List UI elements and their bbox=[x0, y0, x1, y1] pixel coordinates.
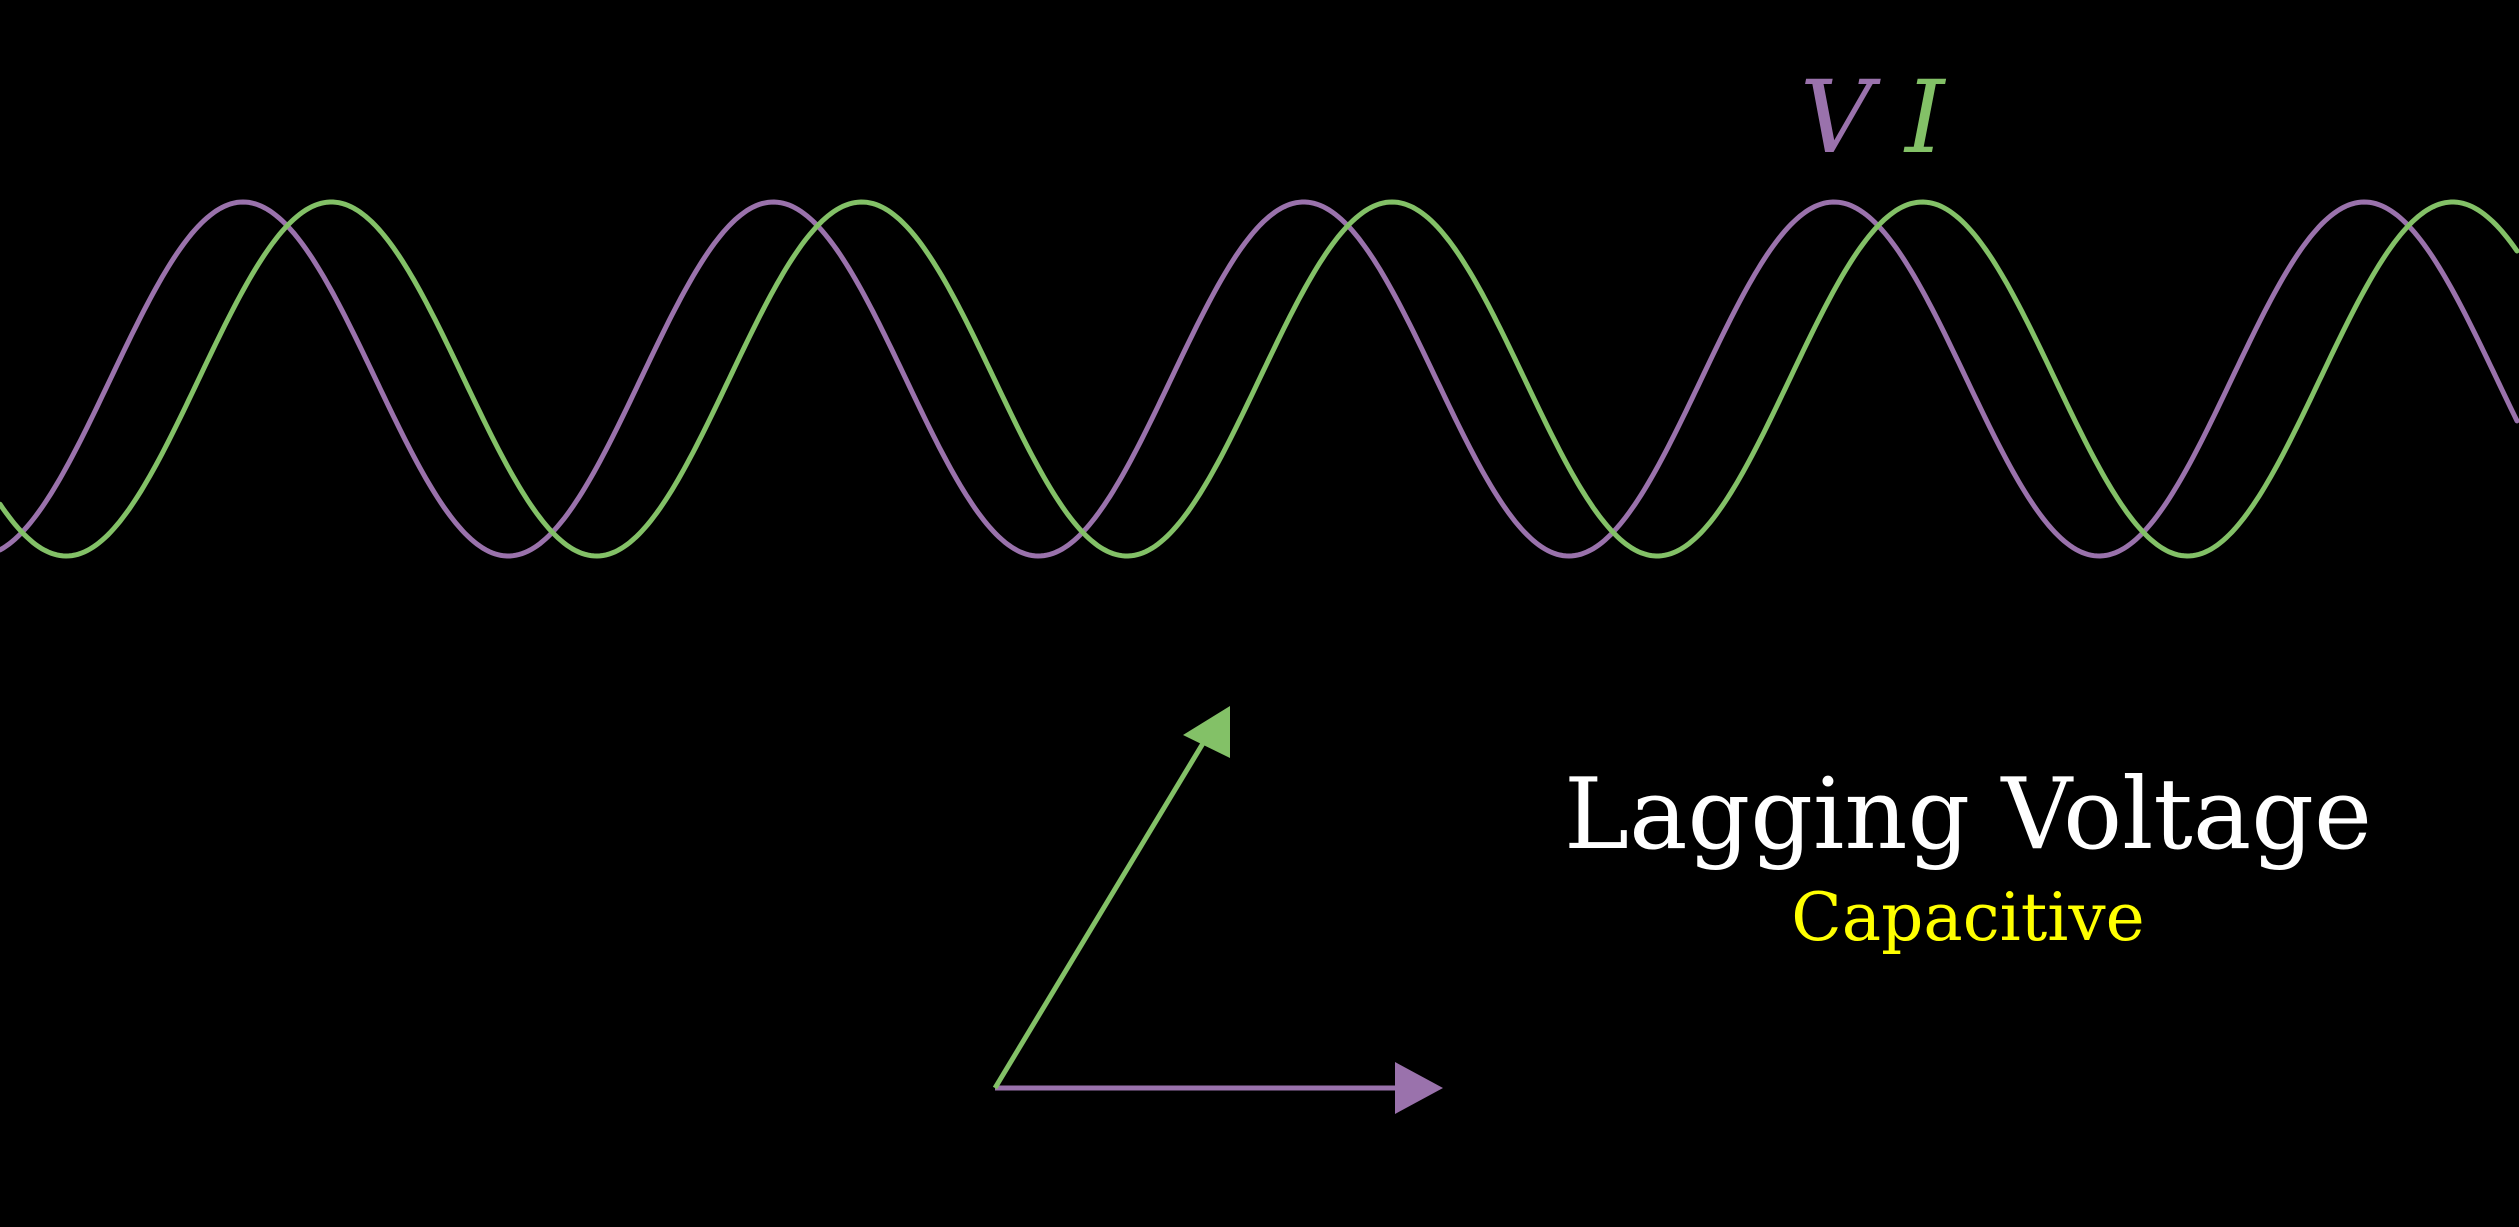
voltage-waveform bbox=[0, 199, 2519, 559]
current-symbol-label: I bbox=[1903, 59, 1947, 176]
current-waveform bbox=[0, 199, 2519, 559]
current-phasor-arrowhead bbox=[1183, 706, 1230, 758]
diagram-subtitle: Capacitive bbox=[1791, 879, 2145, 956]
diagram-title: Lagging Voltage bbox=[1564, 758, 2372, 872]
voltage-phasor-arrowhead bbox=[1395, 1062, 1443, 1114]
voltage-symbol-label: V bbox=[1800, 59, 1881, 176]
current-phasor-arrow bbox=[992, 733, 1211, 1090]
